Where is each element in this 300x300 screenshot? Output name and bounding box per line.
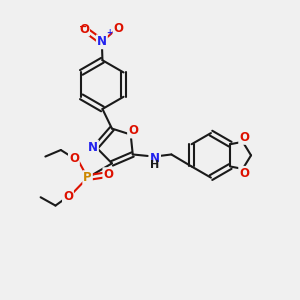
Text: O: O: [113, 22, 124, 34]
Text: N: N: [97, 35, 107, 48]
Text: O: O: [79, 22, 89, 35]
Text: O: O: [69, 152, 79, 165]
Text: P: P: [83, 171, 92, 184]
Text: O: O: [239, 167, 249, 180]
Text: +: +: [106, 28, 112, 37]
Text: O: O: [239, 131, 249, 144]
Text: N: N: [150, 152, 160, 165]
Text: N: N: [88, 140, 98, 154]
Text: H: H: [150, 160, 160, 170]
Text: O: O: [128, 124, 138, 137]
Text: −: −: [79, 22, 87, 32]
Text: O: O: [63, 190, 73, 202]
Text: O: O: [103, 168, 113, 181]
